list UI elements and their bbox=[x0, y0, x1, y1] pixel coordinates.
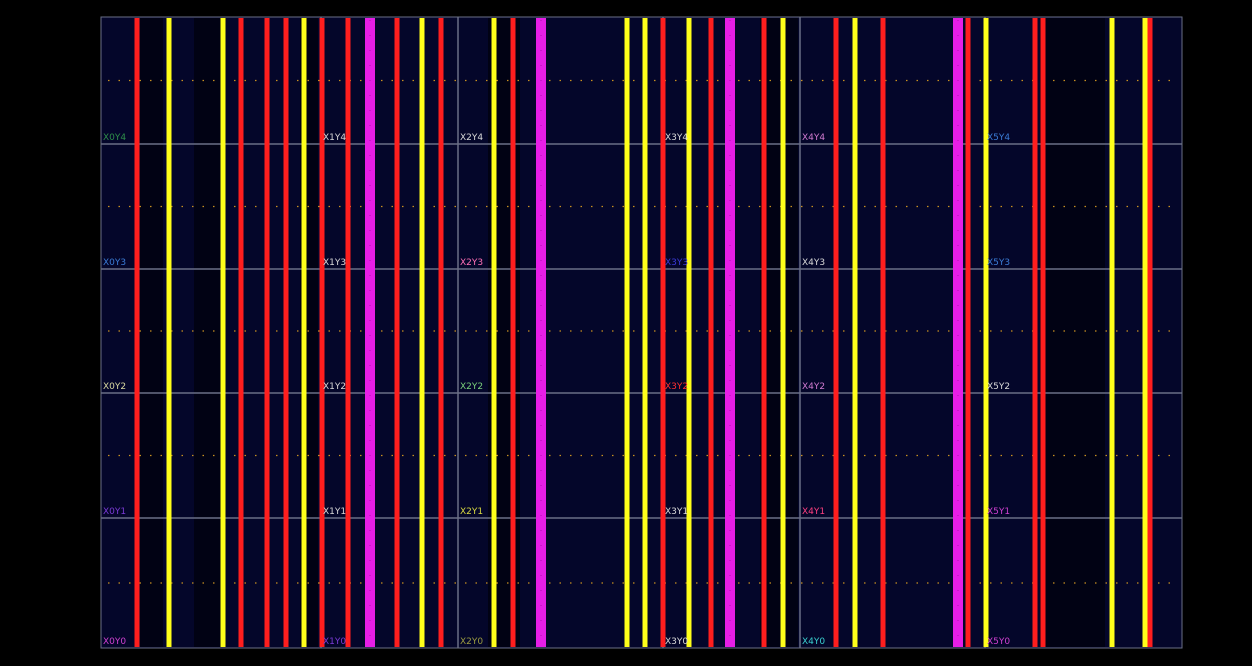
route-line-red bbox=[1147, 18, 1153, 647]
route-line-yellow bbox=[419, 18, 425, 647]
route-line-yellow bbox=[983, 18, 989, 647]
region-label: X5Y3 bbox=[987, 258, 1010, 268]
route-line-yellow bbox=[166, 18, 172, 647]
region-label: X4Y0 bbox=[802, 637, 825, 647]
route-line-red bbox=[880, 18, 886, 647]
route-line-red bbox=[345, 18, 351, 647]
route-line-red bbox=[264, 18, 270, 647]
region-label: X1Y1 bbox=[323, 507, 346, 517]
region-label: X4Y2 bbox=[802, 382, 825, 392]
region-label: X5Y1 bbox=[987, 507, 1010, 517]
region-label: X0Y0 bbox=[103, 637, 126, 647]
route-line-red bbox=[1040, 18, 1046, 647]
dark-column-1 bbox=[194, 18, 221, 647]
dark-column-5 bbox=[1040, 18, 1105, 647]
route-line-magenta bbox=[953, 18, 963, 647]
region-label: X5Y0 bbox=[987, 637, 1010, 647]
route-line-magenta bbox=[365, 18, 375, 647]
route-line-red bbox=[965, 18, 971, 647]
route-line-yellow bbox=[1142, 18, 1148, 647]
region-label: X3Y0 bbox=[665, 637, 688, 647]
region-label: X3Y4 bbox=[665, 133, 688, 143]
route-line-yellow bbox=[220, 18, 226, 647]
route-line-yellow bbox=[491, 18, 497, 647]
region-label: X0Y2 bbox=[103, 382, 126, 392]
region-label: X5Y4 bbox=[987, 133, 1010, 143]
route-line-yellow bbox=[642, 18, 648, 647]
region-label: X2Y0 bbox=[460, 637, 483, 647]
region-label: X4Y3 bbox=[802, 258, 825, 268]
device-outline bbox=[100, 16, 1183, 649]
route-line-red bbox=[660, 18, 666, 647]
routing-lines bbox=[134, 18, 1153, 647]
region-label: X1Y3 bbox=[323, 258, 346, 268]
route-line-yellow bbox=[624, 18, 630, 647]
region-label: X0Y3 bbox=[103, 258, 126, 268]
route-line-red bbox=[283, 18, 289, 647]
route-line-red bbox=[394, 18, 400, 647]
region-label: X3Y2 bbox=[665, 382, 688, 392]
region-label: X0Y4 bbox=[103, 133, 126, 143]
region-label: X5Y2 bbox=[987, 382, 1010, 392]
route-line-magenta bbox=[725, 18, 735, 647]
route-line-red bbox=[438, 18, 444, 647]
region-label: X2Y2 bbox=[460, 382, 483, 392]
route-line-yellow bbox=[301, 18, 307, 647]
route-line-red bbox=[761, 18, 767, 647]
clock-region-labels: X0Y4 X1Y4 X2Y4 X3Y4 X4Y4 X5Y4 X0Y3 X1Y3 X2Y3 X3Y3… bbox=[103, 133, 1010, 647]
route-line-red bbox=[319, 18, 325, 647]
dark-column-0 bbox=[140, 18, 163, 647]
route-line-red bbox=[1032, 18, 1038, 647]
route-line-yellow bbox=[1109, 18, 1115, 647]
region-label: X1Y0 bbox=[323, 637, 346, 647]
region-label: X4Y4 bbox=[802, 133, 825, 143]
region-label: X4Y1 bbox=[802, 507, 825, 517]
region-label: X3Y3 bbox=[665, 258, 688, 268]
route-line-yellow bbox=[780, 18, 786, 647]
region-label: X0Y1 bbox=[103, 507, 126, 517]
region-label: X2Y4 bbox=[460, 133, 483, 143]
route-line-red bbox=[238, 18, 244, 647]
route-line-red bbox=[134, 18, 140, 647]
region-label: X3Y1 bbox=[665, 507, 688, 517]
route-line-red bbox=[833, 18, 839, 647]
region-label: X2Y1 bbox=[460, 507, 483, 517]
region-label: X2Y3 bbox=[460, 258, 483, 268]
route-line-magenta bbox=[536, 18, 546, 647]
region-label: X1Y2 bbox=[323, 382, 346, 392]
route-line-yellow bbox=[852, 18, 858, 647]
route-line-red bbox=[708, 18, 714, 647]
route-line-yellow bbox=[686, 18, 692, 647]
device-fabric bbox=[101, 17, 1182, 648]
region-label: X1Y4 bbox=[323, 133, 346, 143]
route-line-red bbox=[510, 18, 516, 647]
